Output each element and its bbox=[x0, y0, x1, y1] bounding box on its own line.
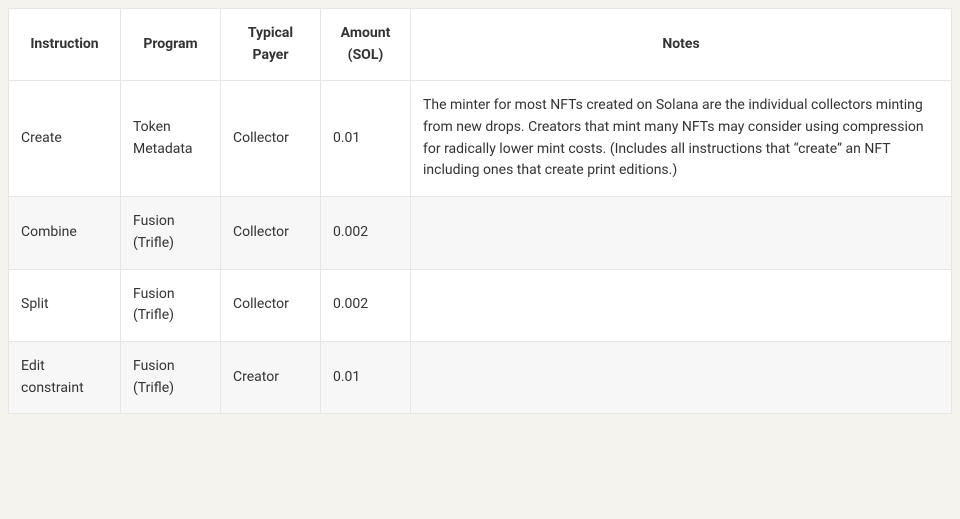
cell-program: Token Metadata bbox=[121, 81, 221, 197]
col-header-program: Program bbox=[121, 9, 221, 81]
col-header-instruction: Instruction bbox=[9, 9, 121, 81]
cell-amount: 0.01 bbox=[321, 81, 411, 197]
cell-instruction: Combine bbox=[9, 197, 121, 269]
fees-table: Instruction Program Typical Payer Amount… bbox=[8, 8, 952, 414]
cell-payer: Creator bbox=[221, 341, 321, 413]
cell-amount: 0.002 bbox=[321, 269, 411, 341]
cell-amount: 0.002 bbox=[321, 197, 411, 269]
cell-notes bbox=[411, 269, 952, 341]
cell-instruction: Split bbox=[9, 269, 121, 341]
cell-notes bbox=[411, 341, 952, 413]
cell-payer: Collector bbox=[221, 269, 321, 341]
cell-notes bbox=[411, 197, 952, 269]
table-row: Create Token Metadata Collector 0.01 The… bbox=[9, 81, 952, 197]
col-header-notes: Notes bbox=[411, 9, 952, 81]
cell-program: Fusion (Trifle) bbox=[121, 341, 221, 413]
fees-table-wrapper: Instruction Program Typical Payer Amount… bbox=[8, 8, 952, 414]
cell-program: Fusion (Trifle) bbox=[121, 269, 221, 341]
table-row: Combine Fusion (Trifle) Collector 0.002 bbox=[9, 197, 952, 269]
col-header-payer: Typical Payer bbox=[221, 9, 321, 81]
cell-amount: 0.01 bbox=[321, 341, 411, 413]
cell-program: Fusion (Trifle) bbox=[121, 197, 221, 269]
table-header-row: Instruction Program Typical Payer Amount… bbox=[9, 9, 952, 81]
cell-instruction: Create bbox=[9, 81, 121, 197]
table-row: Split Fusion (Trifle) Collector 0.002 bbox=[9, 269, 952, 341]
cell-payer: Collector bbox=[221, 81, 321, 197]
col-header-amount: Amount (SOL) bbox=[321, 9, 411, 81]
table-row: Edit constraint Fusion (Trifle) Creator … bbox=[9, 341, 952, 413]
cell-notes: The minter for most NFTs created on Sola… bbox=[411, 81, 952, 197]
cell-payer: Collector bbox=[221, 197, 321, 269]
cell-instruction: Edit constraint bbox=[9, 341, 121, 413]
